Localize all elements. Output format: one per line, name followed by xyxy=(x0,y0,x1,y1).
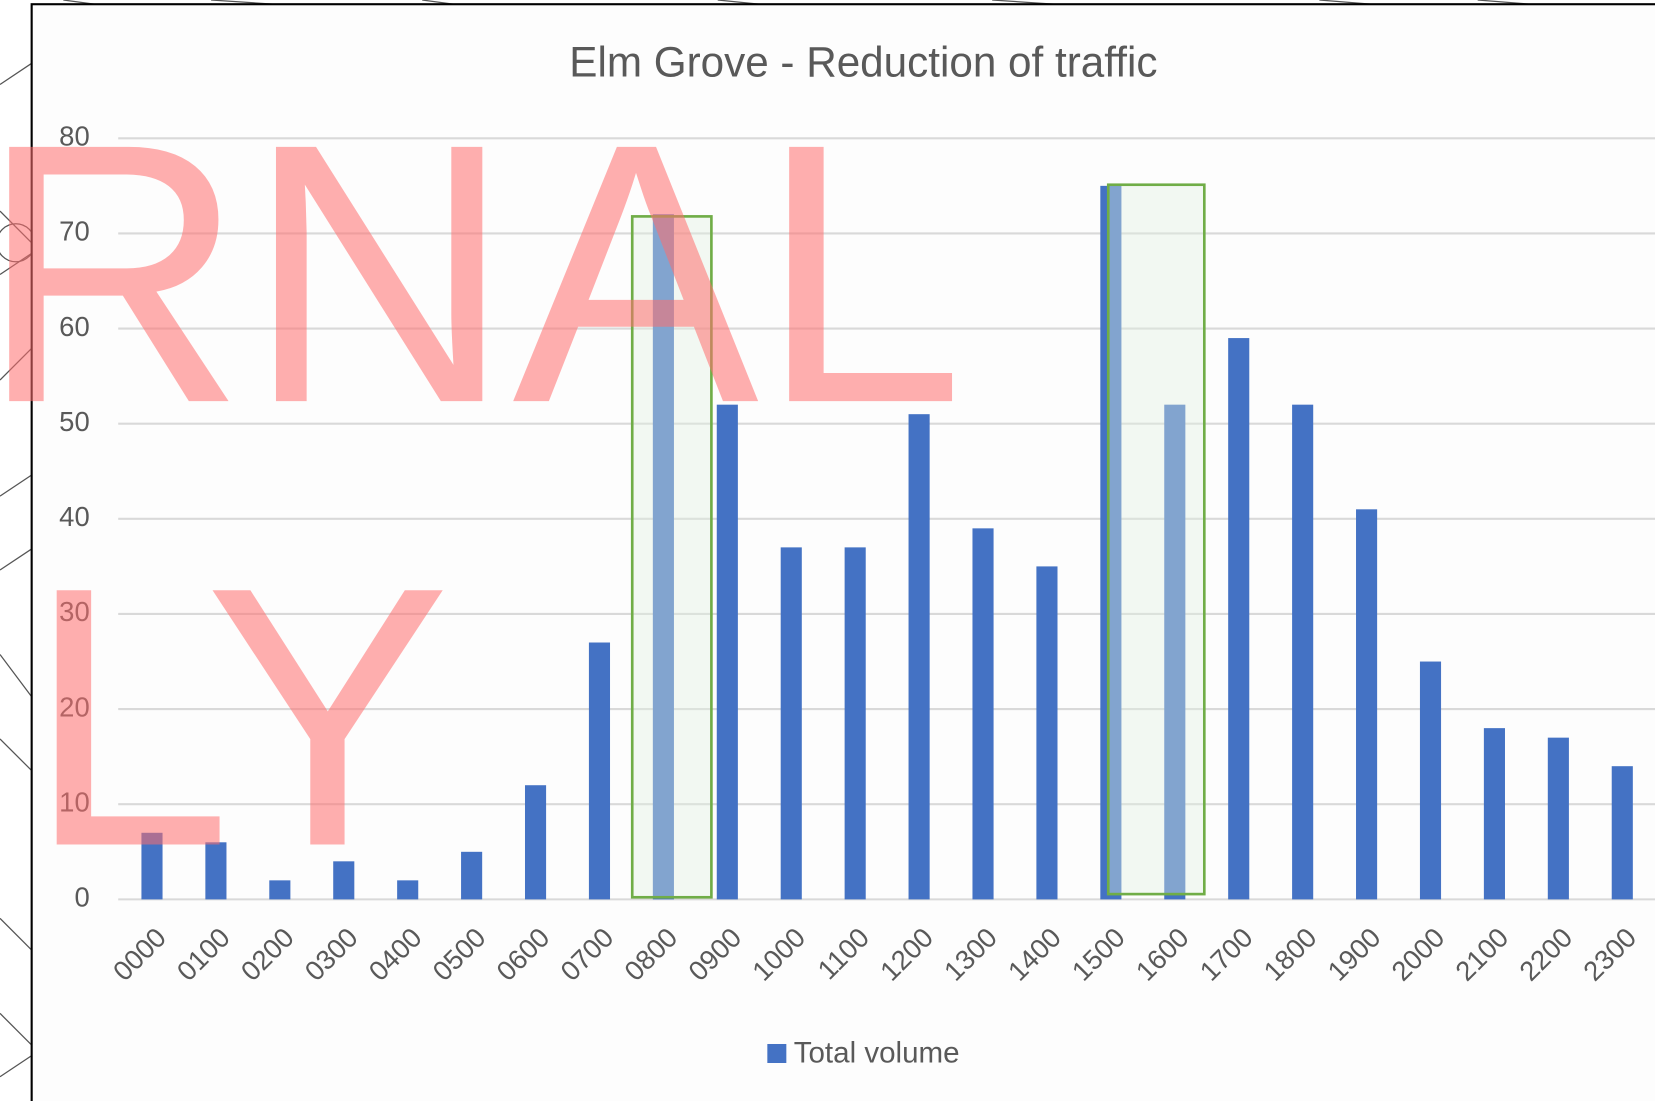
bar xyxy=(1228,338,1250,900)
bar xyxy=(333,861,355,900)
bar xyxy=(205,842,227,900)
bar xyxy=(1547,737,1569,900)
bar xyxy=(1036,566,1058,900)
bar xyxy=(461,851,483,900)
y-tick-label: 70 xyxy=(59,216,90,247)
bar xyxy=(1419,661,1442,900)
highlight-box xyxy=(630,215,713,899)
y-tick-label: 80 xyxy=(59,121,90,152)
bar xyxy=(269,880,291,900)
y-tick-label: 40 xyxy=(59,501,90,532)
watermark: RNAL xyxy=(0,68,964,480)
bar xyxy=(397,880,419,900)
bar xyxy=(524,785,547,900)
bar xyxy=(1164,404,1186,900)
legend-swatch xyxy=(767,1043,787,1063)
bar xyxy=(908,414,930,900)
chart-title: Elm Grove - Reduction of traffic xyxy=(569,39,1157,86)
bar xyxy=(780,547,802,900)
chart-panel xyxy=(30,3,1655,1101)
y-tick-label: 50 xyxy=(59,406,90,437)
bar xyxy=(1356,509,1378,900)
bar xyxy=(1483,728,1505,900)
bar xyxy=(1611,766,1633,900)
background-map xyxy=(0,0,1531,1078)
bar xyxy=(588,642,611,900)
y-tick-label: 20 xyxy=(59,691,90,722)
bar xyxy=(652,214,674,900)
bar xyxy=(972,528,994,900)
y-tick-label: 60 xyxy=(59,311,90,342)
watermark: LY xyxy=(26,511,450,923)
bar xyxy=(716,404,738,900)
y-tick-label: 30 xyxy=(59,596,90,627)
legend-label: Total volume xyxy=(794,1036,960,1069)
y-tick-label: 0 xyxy=(74,882,89,913)
bar xyxy=(1292,404,1314,900)
bar xyxy=(1100,185,1122,900)
highlight-box xyxy=(1106,183,1206,896)
y-tick-label: 10 xyxy=(59,786,90,817)
bar xyxy=(141,832,163,900)
bar xyxy=(844,547,866,900)
